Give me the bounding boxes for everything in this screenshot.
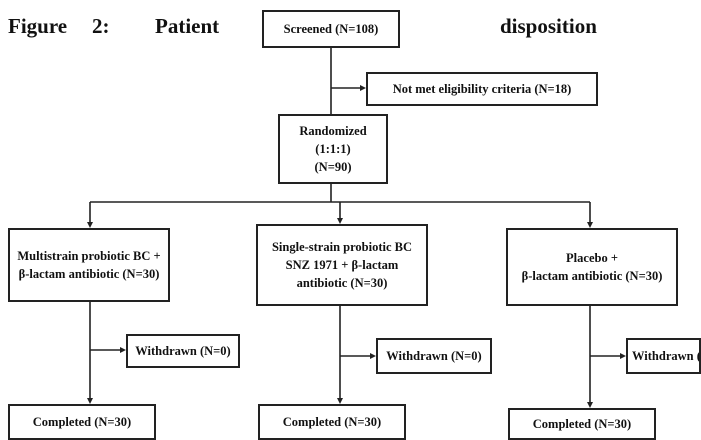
figure-label: Figure: [8, 14, 68, 38]
arm-line: β-lactam antibiotic (N=30): [18, 267, 160, 281]
arrow-arm1: [87, 222, 93, 228]
withdrawn-box-arm1: Withdrawn (N=0): [126, 334, 240, 368]
withdrawn-box-arm3: Withdrawn (N=0): [626, 338, 701, 374]
completed-text: Completed (N=30): [532, 416, 632, 431]
arm-line: SNZ 1971 + β-lactam: [285, 257, 399, 272]
completed-box-arm2: Completed (N=30): [258, 404, 406, 440]
figure-title-disposition: disposition: [500, 14, 597, 38]
arm-line: β-lactam antibiotic (N=30): [521, 269, 663, 283]
arm-line: antibiotic (N=30): [296, 276, 388, 291]
excluded-text: Not met eligibility criteria (N=18): [392, 81, 572, 96]
arm-line: Placebo +: [566, 250, 618, 265]
randomized-line1: Randomized (1:1:1): [299, 123, 367, 156]
completed-box-arm1: Completed (N=30): [8, 404, 156, 440]
withdrawn-text: Withdrawn (N=0): [135, 343, 231, 358]
completed-box-arm3: Completed (N=30): [508, 408, 656, 440]
arrow-excluded: [360, 85, 366, 91]
screened-text: Screened (N=108): [283, 21, 379, 36]
arrow-arm3-withdrawn: [620, 353, 626, 359]
arm-box-placebo: Placebo + β-lactam antibiotic (N=30): [506, 228, 678, 306]
randomized-box: Randomized (1:1:1) (N=90): [278, 114, 388, 184]
arrow-arm3-completed: [587, 402, 593, 408]
arm-line: Single-strain probiotic BC: [271, 239, 413, 254]
arrow-arm2: [337, 218, 343, 224]
arrow-arm1-completed: [87, 398, 93, 404]
withdrawn-text: Withdrawn (N=0): [386, 348, 482, 363]
figure-title-patient: Patient: [155, 14, 220, 38]
completed-text: Completed (N=30): [282, 414, 382, 429]
arrow-arm2-withdrawn: [370, 353, 376, 359]
withdrawn-box-arm2: Withdrawn (N=0): [376, 338, 492, 374]
figure-number: 2:: [92, 14, 110, 38]
withdrawn-text: Withdrawn (N=0): [632, 348, 701, 363]
excluded-box: Not met eligibility criteria (N=18): [366, 72, 598, 106]
arm-box-multistrain: Multistrain probiotic BC + β-lactam anti…: [8, 228, 170, 302]
arrow-arm1-withdrawn: [120, 347, 126, 353]
screened-box: Screened (N=108): [262, 10, 400, 48]
randomized-line2: (N=90): [314, 160, 352, 175]
arm-box-single-strain: Single-strain probiotic BC SNZ 1971 + β-…: [256, 224, 428, 306]
arrow-arm2-completed: [337, 398, 343, 404]
arrow-arm3: [587, 222, 593, 228]
completed-text: Completed (N=30): [32, 414, 132, 429]
arm-line: Multistrain probiotic BC +: [17, 248, 161, 263]
